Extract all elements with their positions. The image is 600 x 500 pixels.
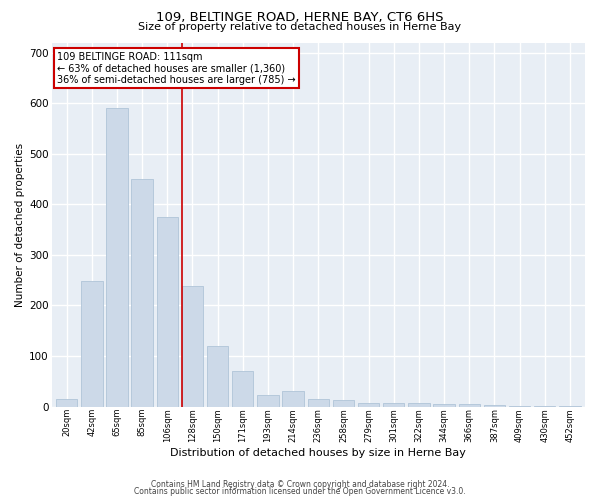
Text: Contains HM Land Registry data © Crown copyright and database right 2024.: Contains HM Land Registry data © Crown c… — [151, 480, 449, 489]
Bar — [81, 281, 103, 406]
Bar — [257, 396, 278, 406]
Bar — [358, 402, 379, 406]
Bar — [106, 108, 128, 406]
Bar — [182, 286, 203, 406]
Y-axis label: Number of detached properties: Number of detached properties — [15, 142, 25, 306]
Text: 109 BELTINGE ROAD: 111sqm
← 63% of detached houses are smaller (1,360)
36% of se: 109 BELTINGE ROAD: 111sqm ← 63% of detac… — [57, 52, 296, 85]
Text: Size of property relative to detached houses in Herne Bay: Size of property relative to detached ho… — [139, 22, 461, 32]
Bar — [383, 403, 404, 406]
Bar — [458, 404, 480, 406]
Bar — [131, 179, 153, 406]
Bar — [207, 346, 229, 406]
Bar — [232, 371, 253, 406]
Bar — [157, 217, 178, 406]
X-axis label: Distribution of detached houses by size in Herne Bay: Distribution of detached houses by size … — [170, 448, 466, 458]
Bar — [333, 400, 354, 406]
Bar — [56, 399, 77, 406]
Text: 109, BELTINGE ROAD, HERNE BAY, CT6 6HS: 109, BELTINGE ROAD, HERNE BAY, CT6 6HS — [156, 11, 444, 24]
Bar — [283, 392, 304, 406]
Bar — [308, 399, 329, 406]
Bar — [433, 404, 455, 406]
Bar — [484, 405, 505, 406]
Text: Contains public sector information licensed under the Open Government Licence v3: Contains public sector information licen… — [134, 487, 466, 496]
Bar — [408, 403, 430, 406]
